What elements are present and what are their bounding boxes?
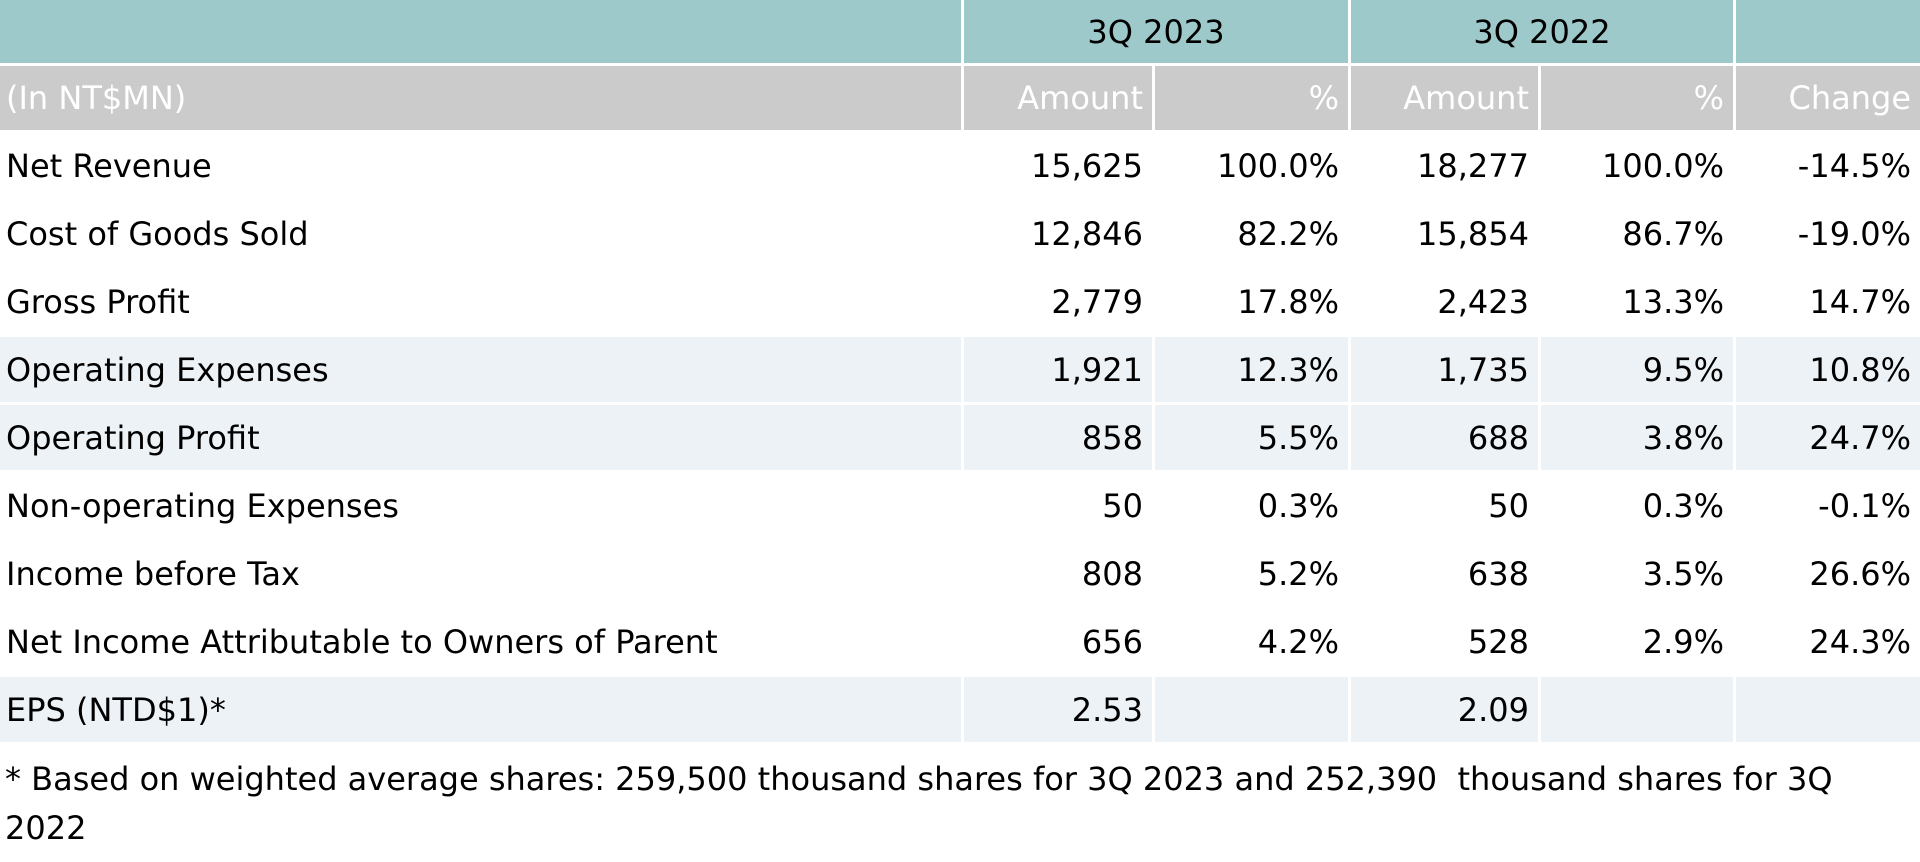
cell-amount-3q2022: 1,735	[1351, 337, 1538, 402]
cell-change: 24.3%	[1809, 622, 1911, 661]
footnote-line-1: * Based on weighted average shares: 259,…	[5, 760, 1833, 798]
cell-amount-3q2023: 50	[1102, 486, 1143, 525]
cell-change: 26.6%	[1809, 554, 1911, 593]
cell-change: 24.7%	[1736, 405, 1920, 470]
cell-amount-3q2023: 2.53	[964, 677, 1152, 742]
cell-amount-3q2022: 18,277	[1417, 146, 1529, 185]
row-label: Income before Tax	[6, 554, 300, 593]
row-label: Net Revenue	[6, 146, 212, 185]
cell-pct-3q2022: 13.3%	[1622, 282, 1724, 321]
cell-amount-3q2023: 1,921	[964, 337, 1152, 402]
cell-amount-3q2022: 638	[1467, 554, 1529, 593]
cell-amount-3q2023: 15,625	[1031, 146, 1143, 185]
cell-amount-3q2022: 15,854	[1417, 214, 1529, 253]
sub-header-change: Change	[1736, 66, 1920, 130]
row-label: Operating Expenses	[0, 337, 961, 402]
cell-amount-3q2023: 808	[1081, 554, 1143, 593]
cell-amount-3q2023: 858	[964, 405, 1152, 470]
cell-pct-3q2022: 3.8%	[1541, 405, 1733, 470]
row-label: Gross Profit	[6, 282, 190, 321]
row-label: Non-operating Expenses	[6, 486, 399, 525]
corner-header-cell	[0, 0, 961, 63]
footnote-line-2: 2022	[5, 809, 87, 847]
cell-pct-3q2022: 3.5%	[1642, 554, 1724, 593]
row-label: EPS (NTD$1)*	[0, 677, 961, 742]
cell-pct-3q2023: 5.5%	[1155, 405, 1348, 470]
cell-pct-3q2022: 100.0%	[1601, 146, 1724, 185]
cell-pct-3q2022	[1541, 677, 1733, 742]
cell-change	[1736, 677, 1920, 742]
cell-amount-3q2022: 2.09	[1351, 677, 1538, 742]
col-group-3q2022: 3Q 2022	[1351, 0, 1733, 63]
sub-header-pct-3q2022: %	[1541, 66, 1733, 130]
cell-amount-3q2023: 656	[1081, 622, 1143, 661]
cell-amount-3q2022: 2,423	[1437, 282, 1529, 321]
footnote: * Based on weighted average shares: 259,…	[0, 742, 1920, 853]
cell-pct-3q2022: 9.5%	[1541, 337, 1733, 402]
col-group-change-cell	[1736, 0, 1920, 63]
financial-table: 3Q 2023 3Q 2022 (In NT$MN) Amount % Amou…	[0, 0, 1920, 742]
cell-change: 14.7%	[1809, 282, 1911, 321]
cell-pct-3q2023: 82.2%	[1237, 214, 1339, 253]
cell-amount-3q2022: 528	[1467, 622, 1529, 661]
cell-pct-3q2023: 0.3%	[1257, 486, 1339, 525]
cell-amount-3q2022: 688	[1351, 405, 1538, 470]
cell-change: 10.8%	[1736, 337, 1920, 402]
cell-pct-3q2023: 4.2%	[1257, 622, 1339, 661]
cell-amount-3q2023: 2,779	[1051, 282, 1143, 321]
cell-pct-3q2022: 0.3%	[1642, 486, 1724, 525]
cell-amount-3q2022: 50	[1488, 486, 1529, 525]
cell-amount-3q2023: 12,846	[1031, 214, 1143, 253]
cell-pct-3q2022: 86.7%	[1622, 214, 1724, 253]
cell-pct-3q2023	[1155, 677, 1348, 742]
cell-change: -14.5%	[1797, 146, 1911, 185]
sub-header-amount-3q2023: Amount	[964, 66, 1152, 130]
cell-pct-3q2023: 5.2%	[1257, 554, 1339, 593]
sub-header-amount-3q2022: Amount	[1351, 66, 1538, 130]
unit-label: (In NT$MN)	[0, 66, 961, 130]
col-group-3q2023: 3Q 2023	[964, 0, 1348, 63]
sub-header-pct-3q2023: %	[1155, 66, 1348, 130]
row-label: Net Income Attributable to Owners of Par…	[6, 622, 718, 661]
cell-change: -0.1%	[1818, 486, 1911, 525]
cell-pct-3q2023: 17.8%	[1237, 282, 1339, 321]
cell-change: -19.0%	[1797, 214, 1911, 253]
cell-pct-3q2023: 12.3%	[1155, 337, 1348, 402]
cell-pct-3q2023: 100.0%	[1216, 146, 1339, 185]
cell-pct-3q2022: 2.9%	[1642, 622, 1724, 661]
row-label: Operating Profit	[0, 405, 961, 470]
row-label: Cost of Goods Sold	[6, 214, 309, 253]
